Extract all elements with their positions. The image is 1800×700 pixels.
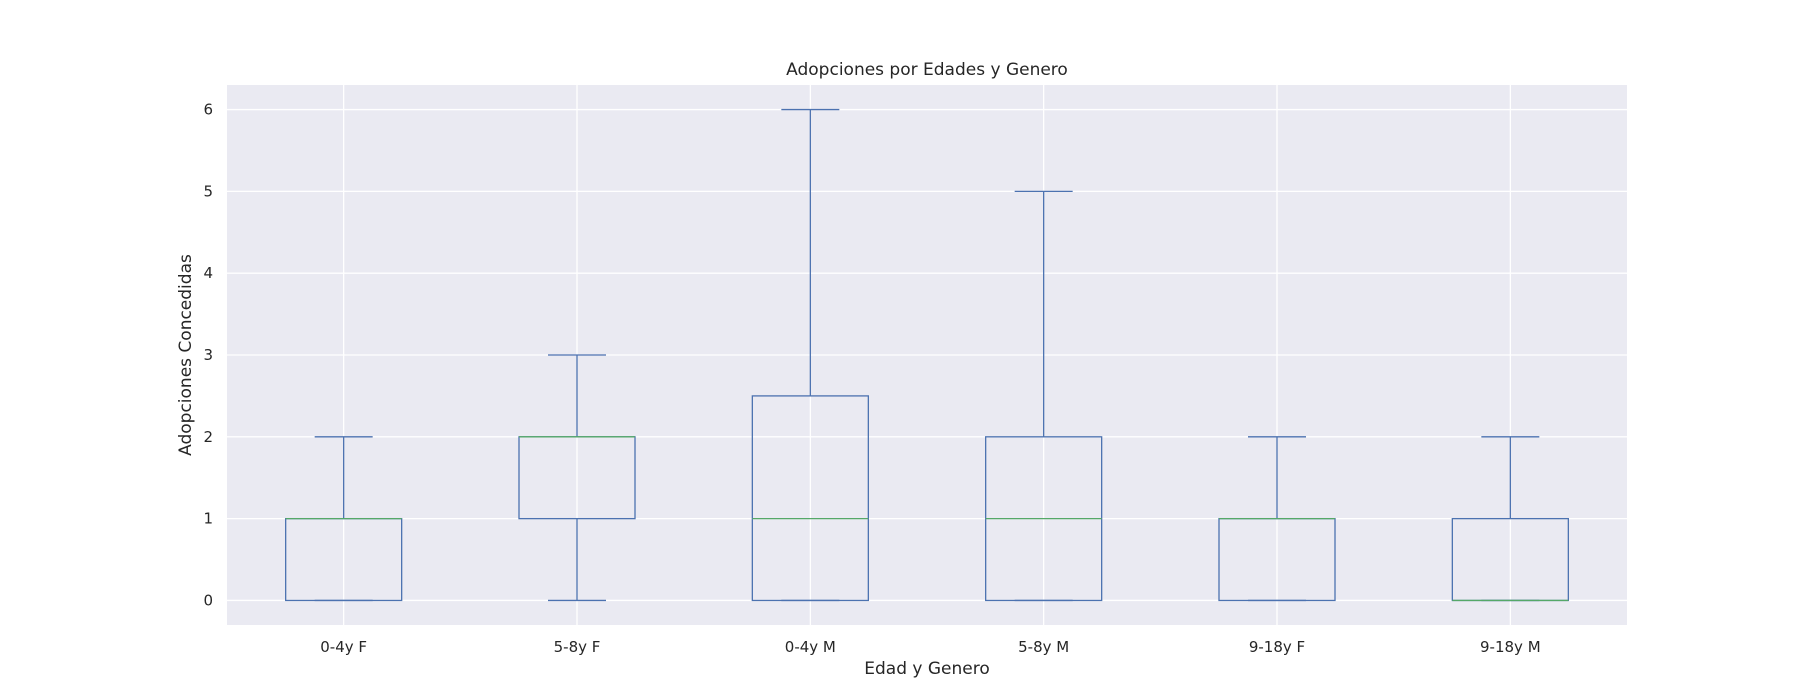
x-tick-label: 0-4y F [320,638,367,656]
x-tick-label: 5-8y F [554,638,601,656]
x-tick-label: 9-18y M [1480,638,1541,656]
x-axis-title: Edad y Genero [864,659,990,679]
y-tick-label: 5 [203,182,213,200]
box-5-8y-M [985,190,1103,602]
boxes [285,108,1569,602]
x-tick-label: 9-18y F [1249,638,1305,656]
y-tick-label: 3 [203,346,213,364]
y-axis-title: Adopciones Concedidas [176,254,196,456]
iqr-box [751,395,869,602]
x-tick-labels: 0-4y F 5-8y F 0-4y M 5-8y M 9-18y F 9-18y M [320,638,1540,656]
box-9-18y-F [1218,436,1336,602]
y-tick-label: 2 [203,428,213,446]
box-5-8y-F [518,354,636,602]
y-tick-label: 6 [203,101,213,119]
box-0-4y-M [751,108,869,602]
chart-title: Adopciones por Edades y Genero [786,60,1068,80]
y-tick-labels: 0 1 2 3 4 5 6 [203,101,213,610]
x-tick-label: 5-8y M [1018,638,1069,656]
y-tick-label: 4 [203,264,213,282]
box-9-18y-M [1451,436,1569,602]
x-tick-label: 0-4y M [785,638,836,656]
y-tick-label: 1 [203,510,213,528]
y-tick-label: 0 [203,591,213,609]
box-0-4y-F [285,436,403,602]
